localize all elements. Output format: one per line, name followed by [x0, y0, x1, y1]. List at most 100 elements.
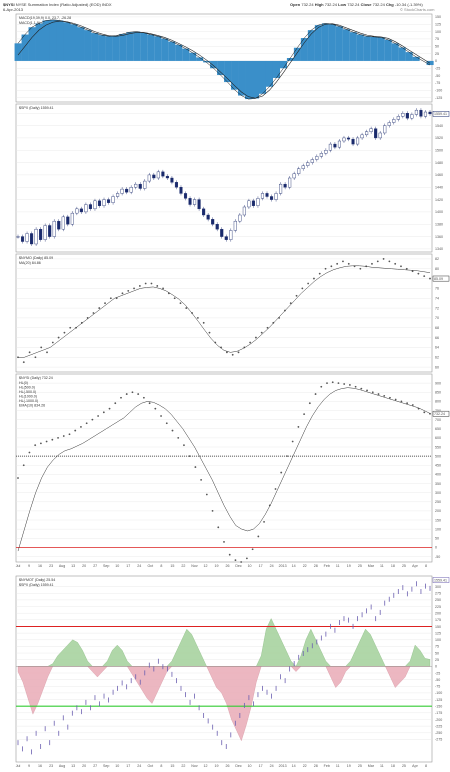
nymo-point-70	[423, 275, 426, 278]
nymo-tick-7: 68	[435, 326, 439, 330]
spx-candle-60	[288, 177, 292, 188]
nysi-point-38	[234, 559, 237, 562]
nymo-point-71	[429, 277, 431, 280]
spx-candle-11	[66, 216, 70, 225]
nysi-panel-frame	[15, 373, 433, 563]
nymot-tick-2: 250	[435, 598, 441, 602]
macd-bar-26	[196, 57, 204, 61]
spx-candle-46	[224, 236, 228, 240]
nymo-point-2	[28, 351, 31, 354]
nymo-last-label: 85.09	[434, 277, 443, 281]
nymo-point-64	[388, 260, 391, 263]
nysi-point-27	[171, 429, 174, 432]
macd-bar-18	[140, 32, 148, 61]
nymo-point-42	[260, 331, 263, 334]
nysi-legend-item-2: HL(-500.0)	[19, 390, 36, 394]
macd-legend-2: MACD(1,1,9) ...	[19, 21, 44, 25]
spx-candle-49	[238, 214, 242, 222]
nymo-point-53	[324, 267, 327, 270]
nymo-point-41	[255, 336, 257, 339]
spx-tick-7: 1420	[435, 198, 443, 202]
macd-bar-1	[21, 34, 29, 61]
nysi-point-29	[183, 444, 185, 447]
nysi-point-45	[274, 488, 277, 490]
x-tick-label-1-8: Sep	[103, 764, 109, 768]
nysi-point-26	[165, 422, 168, 425]
nysi-point-4	[39, 442, 42, 445]
nysi-point-9	[68, 433, 71, 436]
nysi-point-40	[245, 557, 248, 560]
macd-bar-25	[189, 52, 197, 61]
x-tick-label-1-15: 22	[181, 764, 185, 768]
macd-bar-21	[161, 38, 169, 61]
macd-bar-43	[314, 25, 322, 61]
nymot-tick-16: -100	[435, 691, 442, 695]
macd-bar-57	[412, 56, 420, 61]
x-tick-label-0-11: 24	[137, 564, 141, 568]
spx-tick-1: 1540	[435, 124, 443, 128]
spx-last-label: 1559.41	[434, 112, 447, 116]
nysi-point-52	[314, 393, 317, 395]
x-tick-label-0-5: 13	[71, 564, 75, 568]
spx-candle-33	[165, 175, 169, 179]
macd-bar-36	[265, 60, 274, 87]
nysi-legend-item-5: EMA(10) 834.26	[19, 404, 45, 408]
spx-candle-76	[360, 134, 364, 139]
spx-candle-23	[120, 188, 124, 194]
nysi-point-14	[97, 415, 100, 417]
ohlc-readout: Open 732.24 High 732.24 Low 732.24 Close…	[290, 2, 423, 7]
nysi-point-25	[160, 415, 162, 417]
spx-candle-55	[265, 193, 269, 197]
nymo-point-32	[202, 321, 205, 324]
spx-tick-4: 1480	[435, 161, 443, 165]
nymo-tick-9: 64	[435, 346, 439, 350]
x-tick-label-0-1: 9	[28, 564, 30, 568]
x-tick-label-1-28: Feb	[324, 764, 330, 768]
spx-candle-77	[365, 131, 369, 136]
spx-candle-5	[39, 228, 43, 240]
macd-tick-2: 100	[435, 30, 441, 34]
x-tick-label-1-21: 10	[248, 764, 252, 768]
spx-candle-65	[310, 159, 314, 163]
nysi-point-63	[377, 393, 380, 395]
macd-bar-40	[293, 47, 301, 61]
spx-candle-6	[43, 225, 47, 240]
nymo-point-29	[185, 307, 188, 309]
nymo-point-19	[127, 289, 130, 292]
nysi-legend-item-0: HL(0)	[19, 381, 28, 385]
macd-bar-3	[35, 23, 43, 61]
symbol: $NYSI	[3, 2, 15, 7]
nymo-point-8	[63, 331, 66, 334]
nymo-point-13	[92, 312, 95, 314]
nymo-legend: $NYMO (Daily) 85.09	[19, 256, 53, 260]
x-tick-label-1-12: Oct	[148, 764, 154, 768]
spx-tick-9: 1380	[435, 223, 443, 227]
macd-bar-42	[307, 30, 315, 61]
nymo-point-9	[69, 326, 72, 329]
x-tick-label-0-16: Nov	[191, 564, 198, 568]
nysi-point-71	[423, 411, 426, 414]
spx-candle-16	[88, 204, 92, 210]
spx-candle-68	[324, 150, 328, 154]
nymot-tick-7: 125	[435, 631, 441, 635]
x-tick-label-1-29: 11	[336, 764, 340, 768]
spx-candle-44	[215, 224, 219, 230]
spx-panel-frame	[15, 103, 433, 253]
spx-tick-11: 1340	[435, 247, 443, 251]
nysi-tick-13: 250	[435, 500, 441, 504]
nymot-tick-12: 0	[435, 665, 437, 669]
macd-bar-53	[384, 39, 392, 61]
spx-candle-18	[97, 200, 102, 206]
nysi-point-37	[228, 553, 231, 556]
nymo-point-23	[150, 282, 153, 285]
nymo-legend-2: MA(20) 84.86	[19, 261, 41, 265]
spx-candle-57	[274, 193, 278, 200]
macd-bar-30	[224, 60, 232, 83]
nysi-point-0	[17, 477, 19, 479]
x-tick-label-0-20: Dec	[235, 564, 242, 568]
macd-bar-19	[147, 34, 155, 61]
nymo-panel: 828078767472706866646260$NYMO (Daily) 85…	[15, 253, 450, 373]
x-tick-label-1-34: 18	[391, 764, 395, 768]
nymot-legend-2: $SPX (Daily) 1559.41	[19, 583, 54, 587]
